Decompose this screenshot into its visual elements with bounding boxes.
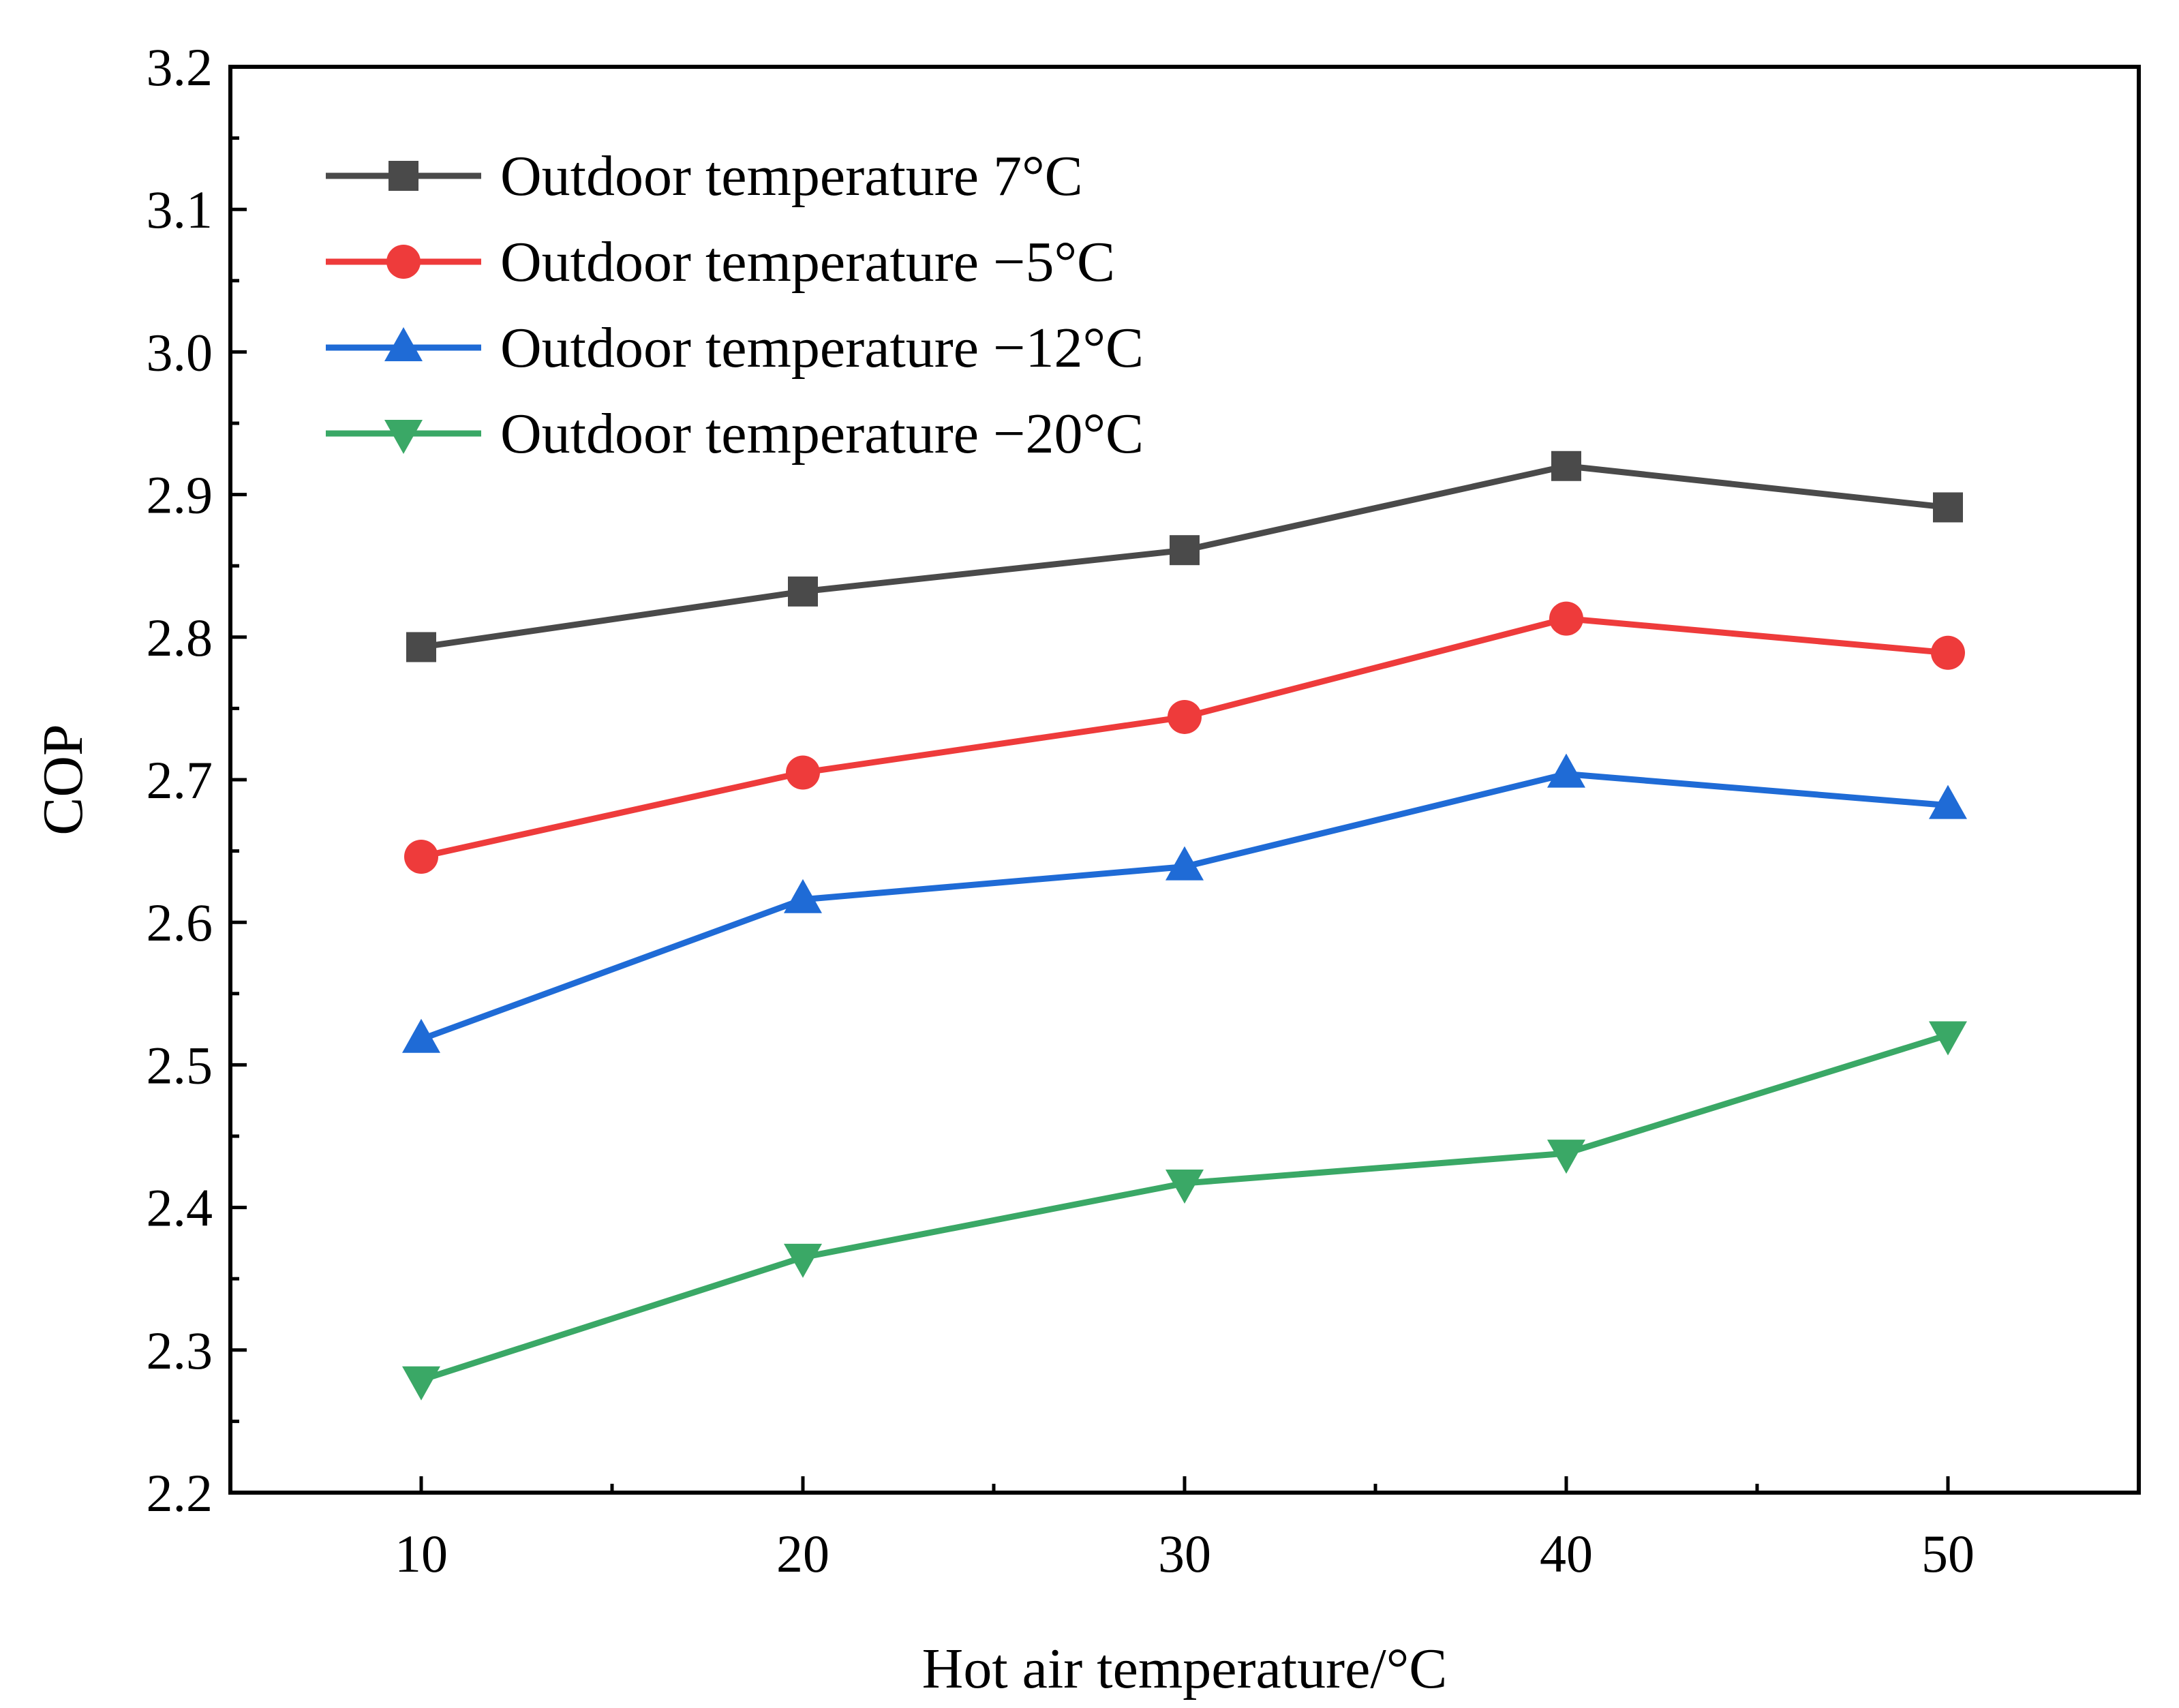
- x-tick-label: 40: [1540, 1524, 1593, 1583]
- y-tick-label: 2.6: [147, 893, 213, 952]
- y-tick-label: 2.7: [147, 750, 213, 810]
- y-tick-label: 2.3: [147, 1321, 213, 1380]
- data-point: [406, 632, 436, 662]
- series-line: [421, 615, 1949, 860]
- data-point: [402, 1018, 440, 1053]
- data-point: [1547, 1140, 1585, 1174]
- data-point: [1168, 699, 1202, 734]
- legend-marker: [384, 420, 423, 454]
- series-layer: [402, 451, 1967, 1401]
- legend-marker: [384, 327, 423, 361]
- data-point: [1549, 601, 1583, 636]
- data-point: [1170, 535, 1200, 566]
- y-tick-label: 2.9: [147, 466, 213, 525]
- series-2: [404, 601, 1965, 874]
- data-point: [1165, 1170, 1204, 1204]
- legend-entry: Outdoor temperature −20°C: [326, 402, 1144, 466]
- data-point: [1931, 635, 1965, 670]
- legend-entry: Outdoor temperature −5°C: [326, 230, 1115, 294]
- data-point: [784, 1243, 822, 1278]
- data-point: [786, 755, 820, 790]
- x-tick-label: 50: [1921, 1524, 1975, 1583]
- y-axis-ticks: 2.2 2.3 2.4 2.5 2.6 2.7 2.8 2.9 3.0 3.1 3.2: [147, 37, 247, 1523]
- y-tick-label: 2.4: [147, 1178, 213, 1238]
- x-tick-label: 10: [395, 1524, 448, 1583]
- data-point: [1929, 784, 1967, 819]
- data-point: [1933, 492, 1963, 523]
- data-point: [788, 576, 818, 607]
- legend-marker: [386, 245, 421, 279]
- data-point: [1929, 1021, 1967, 1056]
- y-tick-label: 2.8: [147, 608, 213, 667]
- legend-entry: Outdoor temperature 7°C: [326, 144, 1083, 208]
- y-tick-label: 2.5: [147, 1035, 213, 1095]
- x-tick-label: 30: [1158, 1524, 1211, 1583]
- series-4: [402, 1021, 1967, 1401]
- legend-label: Outdoor temperature −5°C: [500, 230, 1115, 294]
- legend-marker: [388, 161, 418, 191]
- y-tick-label: 3.1: [147, 180, 213, 239]
- series-3: [402, 753, 1967, 1053]
- y-tick-label: 3.2: [147, 37, 213, 97]
- series-line: [420, 1032, 1949, 1384]
- series-1: [406, 451, 1963, 662]
- x-axis-label: Hot air temperature/°C: [922, 1637, 1448, 1701]
- data-point: [1547, 753, 1585, 788]
- legend: Outdoor temperature 7°C Outdoor temperatu…: [326, 144, 1144, 466]
- x-axis-ticks: 10 20 30 40 50: [395, 1476, 1975, 1583]
- legend-entry: Outdoor temperature −12°C: [326, 316, 1144, 380]
- legend-label: Outdoor temperature −20°C: [500, 402, 1144, 466]
- data-point: [784, 879, 822, 913]
- data-point: [1165, 846, 1204, 881]
- data-point: [1551, 451, 1581, 481]
- legend-label: Outdoor temperature −12°C: [500, 316, 1144, 380]
- data-point: [402, 1366, 440, 1401]
- y-tick-label: 3.0: [147, 322, 213, 382]
- y-axis-label: COP: [31, 724, 95, 835]
- legend-label: Outdoor temperature 7°C: [500, 144, 1083, 208]
- series-line: [420, 771, 1949, 1042]
- x-tick-label: 20: [776, 1524, 829, 1583]
- data-point: [404, 839, 438, 874]
- y-tick-label: 2.2: [147, 1463, 213, 1523]
